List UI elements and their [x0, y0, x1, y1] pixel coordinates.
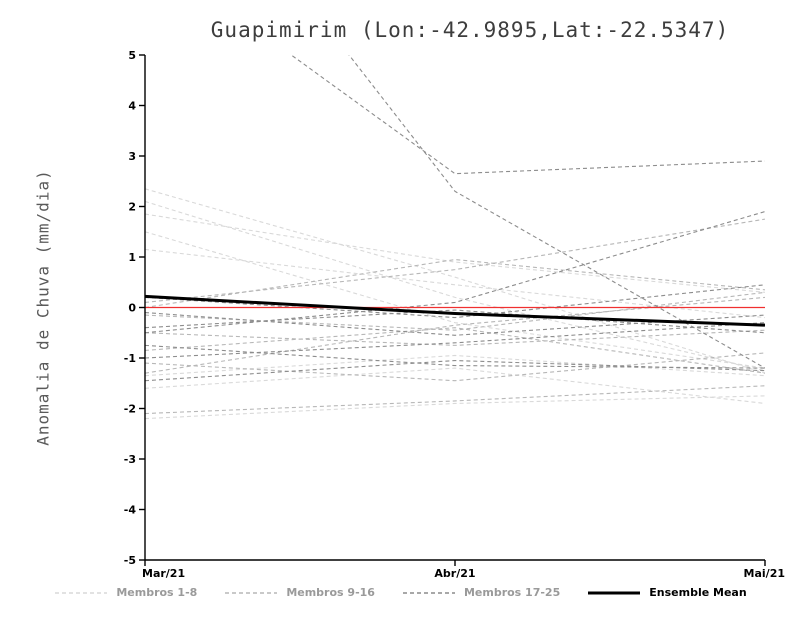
legend-label: Ensemble Mean — [649, 586, 747, 599]
y-tick-label: 5 — [128, 49, 136, 62]
chart-legend: Membros 1-8 Membros 9-16 Membros 17-25 Ense… — [0, 586, 800, 599]
legend-label: Membros 17-25 — [463, 586, 561, 599]
legend-item-4: Ensemble Mean — [586, 586, 747, 599]
member-line-group-2 — [145, 258, 765, 309]
member-line-group-3 — [290, 55, 765, 175]
member-line-group-2 — [145, 329, 765, 346]
x-tick-label: Mar/21 — [142, 567, 185, 580]
y-tick-label: 1 — [128, 251, 136, 264]
legend-item-2: Membros 9-16 — [223, 586, 375, 599]
ensemble-mean-line — [145, 294, 765, 327]
y-tick-label: 4 — [128, 100, 136, 113]
y-tick-label: -4 — [124, 504, 137, 517]
legend-label: Membros 9-16 — [286, 586, 375, 599]
legend-label: Membros 1-8 — [116, 586, 198, 599]
legend-dashed-line-sample — [55, 591, 108, 594]
member-line-group-2 — [145, 291, 765, 331]
member-line-group-1 — [145, 213, 765, 293]
y-tick-label: -1 — [124, 352, 136, 365]
legend-item-1: Membros 1-8 — [53, 586, 197, 599]
member-line-group-3 — [145, 309, 765, 334]
legend-dashed-line-sample — [402, 591, 455, 594]
member-line-group-2 — [145, 385, 765, 415]
member-line-group-3 — [145, 211, 765, 334]
member-line-group-2 — [145, 327, 765, 374]
member-line-group-1 — [145, 231, 765, 369]
member-line-group-1 — [145, 188, 765, 374]
legend-dashed-line-sample — [225, 591, 278, 594]
x-tick-label: Mai/21 — [744, 567, 785, 580]
member-line-group-3 — [145, 359, 765, 382]
y-tick-label: 0 — [128, 302, 136, 315]
member-line-group-2 — [145, 296, 765, 374]
member-line-group-3 — [348, 55, 765, 369]
x-tick-label: Abr/21 — [434, 567, 475, 580]
chart-title: Guapimirim (Lon:-42.9895,Lat:-22.5347) — [210, 18, 730, 42]
member-line-group-1 — [145, 200, 765, 372]
member-line-group-3 — [145, 322, 765, 359]
plot-area — [145, 55, 765, 420]
y-tick-label: -2 — [124, 403, 136, 416]
member-line-group-1 — [145, 367, 765, 404]
member-line-group-1 — [145, 354, 765, 377]
y-tick-label: 2 — [128, 201, 136, 214]
member-line-group-2 — [145, 218, 765, 303]
member-line-group-3 — [145, 312, 765, 336]
member-line-group-2 — [145, 352, 765, 382]
legend-solid-line-sample — [588, 591, 641, 594]
legend-item-3: Membros 17-25 — [401, 586, 560, 599]
y-tick-label: 3 — [128, 150, 136, 163]
y-tick-label: -5 — [124, 554, 136, 567]
y-tick-label: -3 — [124, 453, 136, 466]
member-line-group-3 — [145, 284, 765, 319]
member-line-group-1 — [145, 395, 765, 420]
member-line-group-3 — [145, 344, 765, 369]
